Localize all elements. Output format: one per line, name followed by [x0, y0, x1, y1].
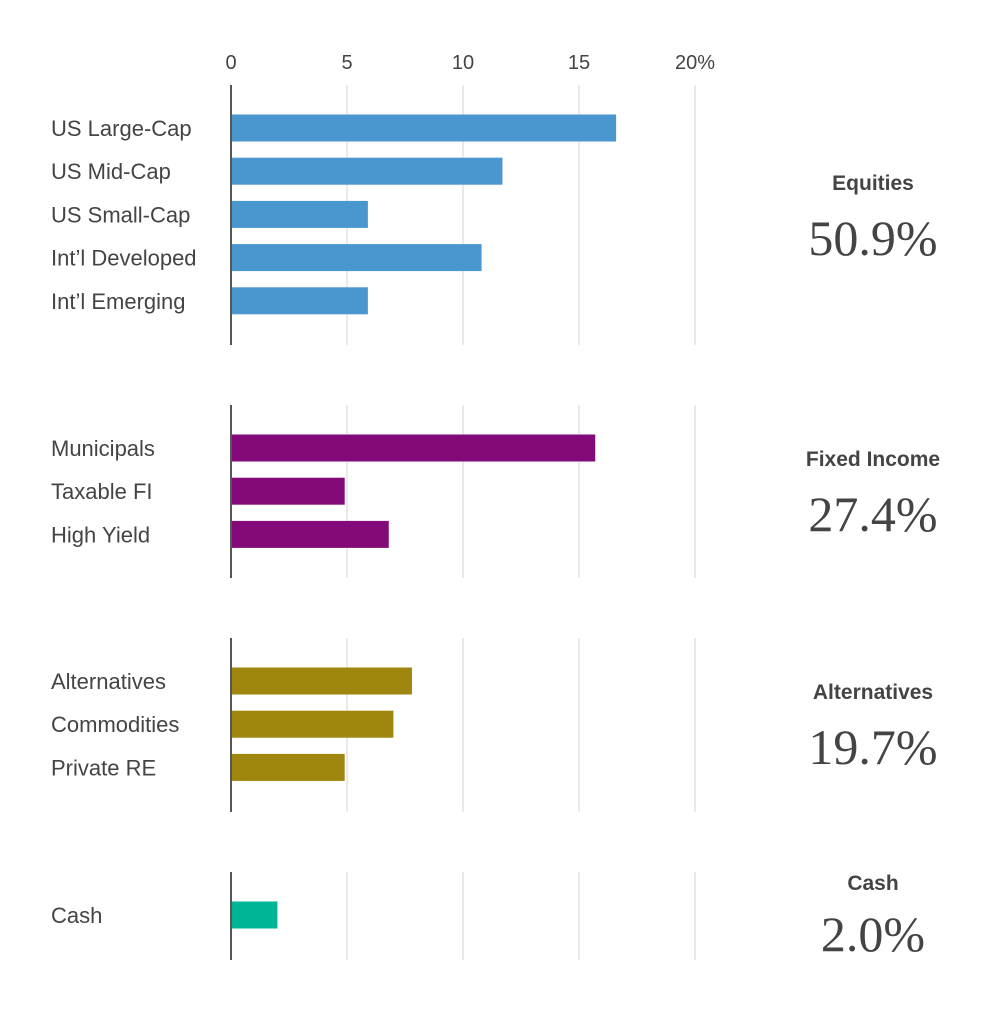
x-tick-label: 15 [568, 52, 590, 74]
bar [231, 753, 345, 781]
category-label: US Small-Cap [51, 202, 190, 227]
x-tick-label: 0 [225, 52, 236, 74]
x-tick-label: 10 [452, 52, 474, 74]
bar [231, 200, 368, 228]
category-label: US Large-Cap [51, 116, 192, 141]
category-label: Cash [51, 903, 102, 928]
group-total: 19.7% [808, 719, 937, 775]
bar [231, 477, 345, 505]
x-tick-label: 20% [675, 52, 715, 74]
bar [231, 287, 368, 315]
category-label: Alternatives [51, 669, 166, 694]
x-tick-label: 5 [341, 52, 352, 74]
bar [231, 710, 394, 738]
category-label: Int’l Developed [51, 246, 197, 271]
category-label: Private RE [51, 755, 156, 780]
group-name: Equities [832, 172, 914, 195]
group-total: 2.0% [821, 906, 925, 962]
category-label: High Yield [51, 522, 150, 547]
bar [231, 667, 412, 695]
category-label: Municipals [51, 436, 155, 461]
bar [231, 520, 389, 548]
bar [231, 434, 596, 462]
category-label: Commodities [51, 712, 179, 737]
category-label: Taxable FI [51, 479, 153, 504]
group-name: Cash [847, 872, 898, 895]
group-name: Alternatives [813, 681, 933, 704]
bar [231, 244, 482, 272]
bar [231, 157, 503, 185]
group-total: 27.4% [808, 486, 937, 542]
group-name: Fixed Income [806, 448, 940, 471]
bar [231, 901, 278, 929]
category-label: US Mid-Cap [51, 159, 171, 184]
bar [231, 114, 617, 142]
group-total: 50.9% [808, 210, 937, 266]
category-label: Int’l Emerging [51, 289, 186, 314]
